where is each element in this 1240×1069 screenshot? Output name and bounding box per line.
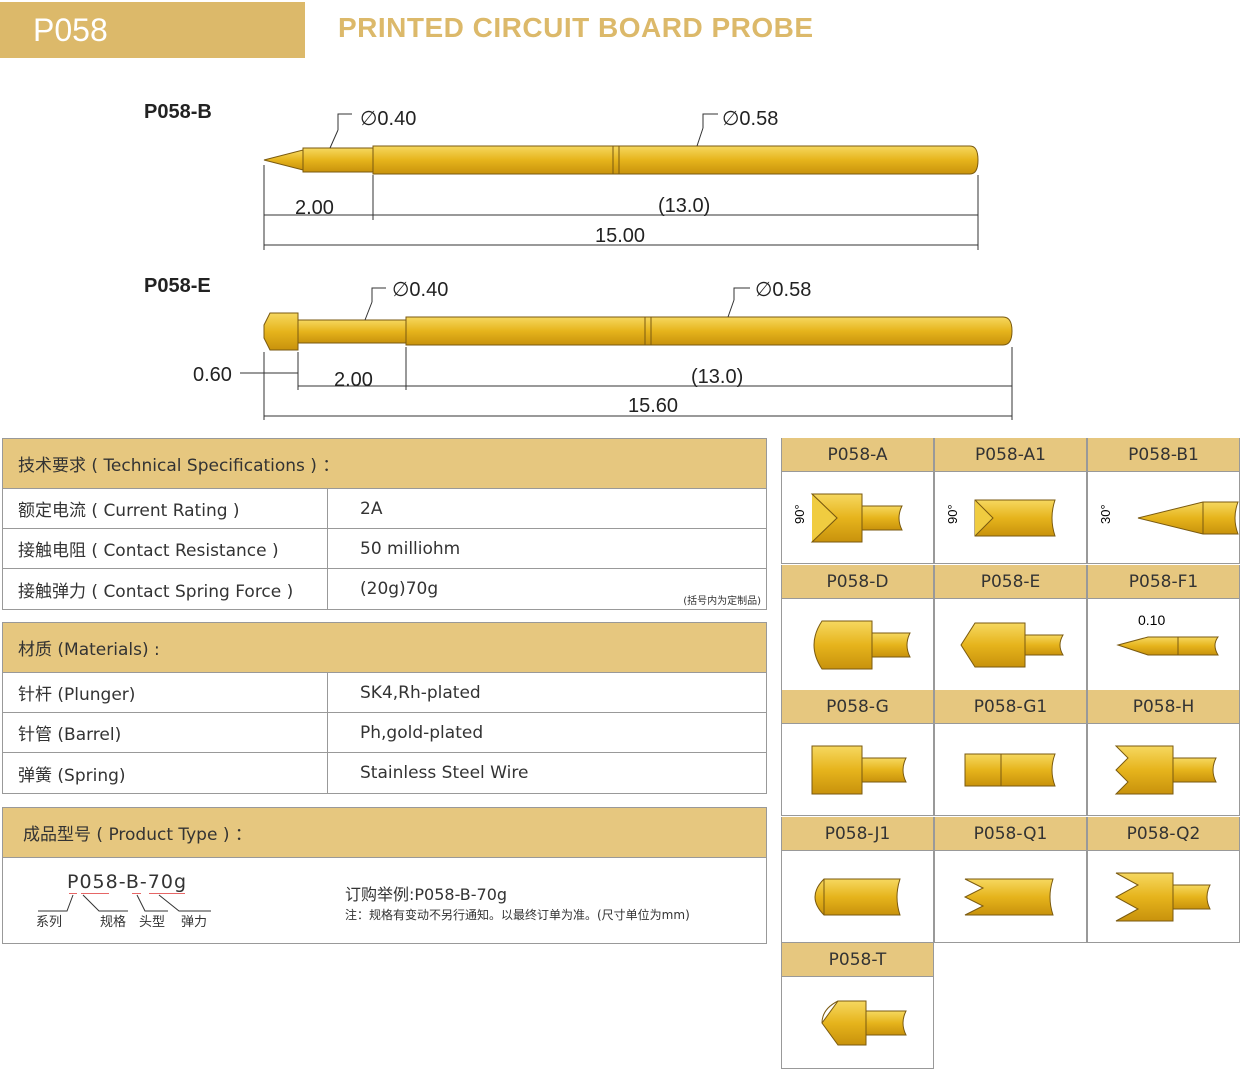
table-row: 弹簧 (Spring) Stainless Steel Wire	[3, 753, 766, 793]
e-head-length: 0.60	[193, 364, 232, 386]
tip-p058-t-icon	[821, 1000, 907, 1045]
svg-text:90°: 90°	[945, 504, 960, 524]
spec-value: (20g)70g	[360, 579, 439, 599]
tip-style-name: P058-F1	[1088, 565, 1239, 599]
probe-b-plunger	[302, 147, 374, 173]
tip-style-cell: P058-G1	[934, 690, 1087, 816]
e-barrel-diameter: ∅0.58	[755, 279, 811, 301]
tip-style-name: P058-D	[782, 565, 933, 599]
tip-style-name: P058-A	[782, 438, 933, 472]
tip-style-name: P058-Q1	[935, 817, 1086, 851]
order-example: 订购举例:P058-B-70g	[345, 885, 508, 904]
svg-text:30°: 30°	[1098, 504, 1113, 524]
table-row: 针管 (Barrel) Ph,gold-plated	[3, 713, 766, 753]
b-barrel-diameter: ∅0.58	[722, 108, 778, 130]
tip-p058-e-icon	[960, 622, 1064, 667]
tip-style-name: P058-A1	[935, 438, 1086, 472]
tip-p058-g1-icon	[964, 753, 1056, 786]
spec-label: 额定电流 ( Current Rating )	[3, 489, 328, 528]
table-row: 接触电阻 ( Contact Resistance ) 50 milliohm	[3, 529, 766, 569]
probe-drawings: ∅0.40 ∅0.58 2.00 (13.0) 15.00 ∅0.40 ∅0.5…	[193, 108, 1013, 420]
tip-style-cell: P058-B1 30°	[1087, 438, 1240, 564]
tip-style-name: P058-H	[1088, 690, 1239, 724]
svg-text:90°: 90°	[792, 504, 807, 524]
drawing-model-e: P058-E	[144, 275, 211, 297]
tip-style-cell: P058-A 90°	[781, 438, 934, 564]
product-type-box: 成品型号 ( Product Type ) ： P058-B-70g 系列 规格…	[2, 807, 767, 944]
tip-style-name: P058-T	[782, 943, 933, 977]
tip-style-cell: P058-D	[781, 565, 934, 691]
tip-p058-q2-icon	[1114, 872, 1211, 921]
table-row: 额定电流 ( Current Rating ) 2A	[3, 489, 766, 529]
probe-e-barrel	[405, 316, 1013, 346]
tip-style-name: P058-E	[935, 565, 1086, 599]
tip-style-cell: P058-E	[934, 565, 1087, 691]
spec-value: 50 milliohm	[360, 538, 461, 559]
custom-note: (括号内为定制品)	[683, 596, 761, 607]
spec-value: 2A	[360, 498, 383, 519]
part-spec: 规格	[100, 915, 127, 930]
tip-p058-q1-icon	[963, 878, 1054, 915]
spec-label: 接触电阻 ( Contact Resistance )	[3, 529, 328, 568]
probe-e-head	[263, 312, 299, 351]
b-tip-diameter: ∅0.40	[360, 108, 416, 130]
tip-p058-j1-icon	[814, 878, 901, 915]
tech-spec-table: 技术要求 ( Technical Specifications ) ： 额定电流…	[2, 438, 767, 610]
tip-style-cell: P058-A1 90°	[934, 438, 1087, 564]
b-total-length: 15.00	[595, 225, 645, 247]
tip-style-name: P058-G	[782, 690, 933, 724]
b-tip-length: 2.00	[295, 197, 334, 219]
code-breakdown-lines	[38, 893, 211, 912]
e-tip-diameter: ∅0.40	[392, 279, 448, 301]
materials-title: 材质 (Materials) :	[3, 623, 766, 673]
e-barrel-length: (13.0)	[691, 366, 743, 388]
tip-p058-f1-icon: 0.10	[1116, 612, 1219, 655]
tip-style-cell: P058-G	[781, 690, 934, 816]
materials-table: 材质 (Materials) : 针杆 (Plunger) SK4,Rh-plat…	[2, 622, 767, 794]
tip-style-cell: P058-T	[781, 943, 934, 1069]
tip-style-cell: P058-H	[1087, 690, 1240, 816]
page-title: PRINTED CIRCUIT BOARD PROBE	[338, 12, 814, 43]
product-type-title: 成品型号 ( Product Type ) ：	[3, 808, 766, 858]
tip-p058-g-icon	[811, 745, 907, 794]
e-total-length: 15.60	[628, 395, 678, 417]
svg-text:0.10: 0.10	[1138, 612, 1165, 628]
e-tip-length: 2.00	[334, 369, 373, 391]
tip-style-name: P058-G1	[935, 690, 1086, 724]
tip-style-name: P058-B1	[1088, 438, 1239, 472]
series-code-banner: P058	[0, 2, 305, 58]
product-code: P058-B-70g	[67, 871, 188, 893]
tip-style-cell: P058-J1	[781, 817, 934, 943]
table-row: 接触弹力 ( Contact Spring Force ) (20g)70g (括号…	[3, 569, 766, 609]
tip-style-name: P058-Q2	[1088, 817, 1239, 851]
order-note: 注：规格有变动不另行通知。以最终订单为准。(尺寸单位为mm)	[345, 908, 690, 922]
tip-style-cell: P058-F1 0.10	[1087, 565, 1240, 691]
material-value: Stainless Steel Wire	[360, 763, 529, 783]
part-series: 系列	[36, 915, 63, 930]
probe-b-barrel	[372, 145, 979, 175]
b-barrel-length: (13.0)	[658, 195, 710, 217]
material-label: 针杆 (Plunger)	[3, 673, 328, 712]
tip-style-name: P058-J1	[782, 817, 933, 851]
drawing-model-b: P058-B	[144, 101, 212, 123]
tip-p058-b1-icon: 30°	[1098, 501, 1239, 534]
tip-p058-a1-icon: 90°	[945, 499, 1056, 536]
material-label: 针管 (Barrel)	[3, 713, 328, 752]
part-force: 弹力	[181, 915, 208, 930]
material-value: Ph,gold-plated	[360, 722, 484, 743]
part-tip-type: 头型	[139, 915, 166, 930]
spec-label: 接触弹力 ( Contact Spring Force )	[3, 569, 328, 609]
table-row: 针杆 (Plunger) SK4,Rh-plated	[3, 673, 766, 713]
tip-p058-d-icon	[813, 620, 911, 669]
probe-b-tip	[263, 149, 304, 171]
material-label: 弹簧 (Spring)	[3, 753, 328, 793]
tip-style-cell: P058-Q2	[1087, 817, 1240, 943]
tech-spec-title: 技术要求 ( Technical Specifications ) ：	[3, 439, 766, 489]
probe-e-plunger	[297, 319, 407, 344]
tip-p058-h-icon	[1114, 745, 1217, 794]
tip-style-cell: P058-Q1	[934, 817, 1087, 943]
material-value: SK4,Rh-plated	[360, 682, 481, 703]
tip-p058-a-icon: 90°	[792, 493, 903, 542]
